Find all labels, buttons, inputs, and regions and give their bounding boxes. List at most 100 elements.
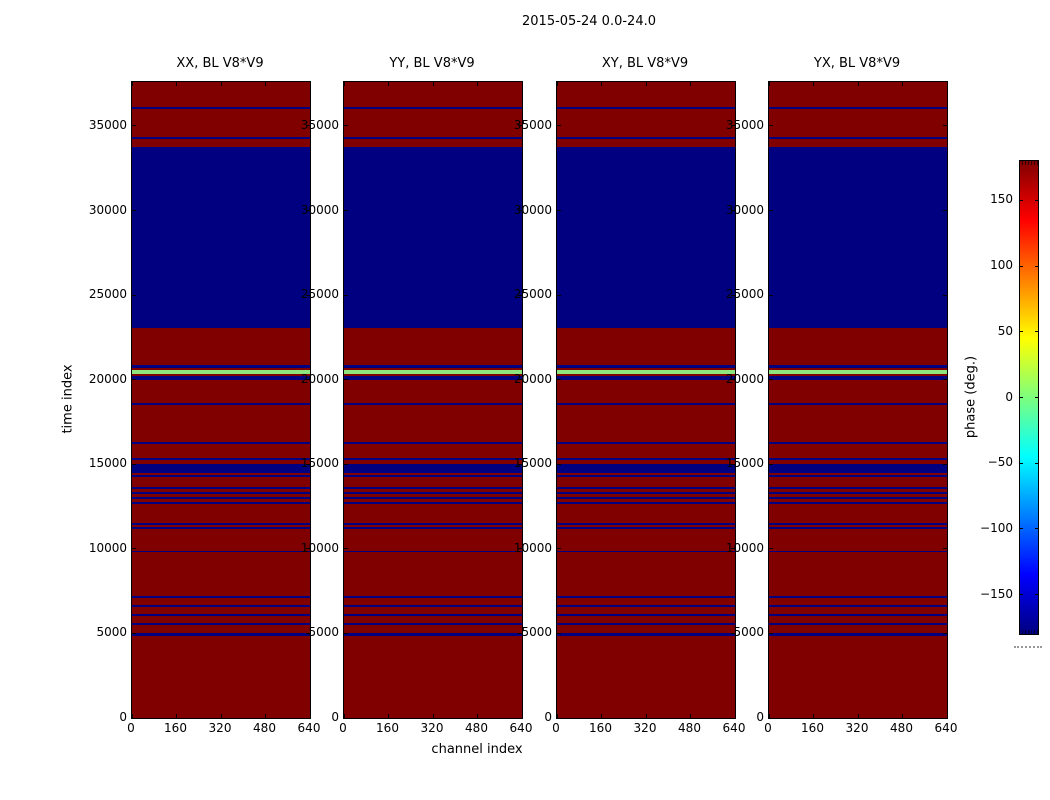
flagged-row-stripe bbox=[132, 491, 310, 494]
y-tickmark bbox=[132, 632, 136, 634]
y-tick-label: 10000 bbox=[88, 540, 127, 555]
y-tick-label: 35000 bbox=[88, 117, 127, 132]
flagged-row-stripe bbox=[769, 486, 947, 489]
y-tickmark bbox=[306, 379, 310, 381]
y-tickmark bbox=[518, 463, 522, 465]
y-tick-label: 0 bbox=[756, 710, 764, 724]
x-tickmark bbox=[601, 82, 602, 86]
colorbar-tickmark bbox=[1020, 199, 1023, 201]
flagged-row-stripe bbox=[769, 365, 947, 368]
flagged-row-stripe bbox=[344, 136, 522, 139]
flagged-row-stripe bbox=[132, 604, 310, 607]
flagged-row-stripe bbox=[344, 106, 522, 110]
flagged-row-stripe bbox=[769, 551, 947, 553]
panel-title-yx: YX, BL V8*V9 bbox=[813, 56, 901, 71]
phase-line-stripe bbox=[344, 370, 522, 375]
y-tickmark bbox=[344, 210, 348, 212]
colorbar bbox=[1019, 160, 1039, 635]
y-tickmark bbox=[943, 125, 947, 127]
y-tickmark bbox=[731, 632, 735, 634]
flagged-row-stripe bbox=[557, 604, 735, 607]
flagged-row-stripe bbox=[557, 458, 735, 460]
y-tickmark bbox=[769, 210, 773, 212]
x-tickmark bbox=[309, 82, 310, 86]
y-tickmark bbox=[306, 548, 310, 550]
y-tickmark bbox=[518, 294, 522, 296]
flagged-row-stripe bbox=[769, 633, 947, 637]
flagged-row-stripe bbox=[344, 523, 522, 526]
x-tickmark bbox=[902, 714, 903, 718]
flagged-row-stripe bbox=[132, 551, 310, 553]
y-tickmark bbox=[557, 632, 561, 634]
y-tickmark bbox=[943, 294, 947, 296]
x-tickmark bbox=[734, 82, 735, 86]
y-tick-label: 15000 bbox=[513, 456, 552, 471]
phase-line-stripe bbox=[769, 370, 947, 375]
colorbar-tickmark bbox=[1020, 331, 1023, 333]
y-tickmark bbox=[731, 125, 735, 127]
y-tick-label: 35000 bbox=[725, 117, 764, 132]
y-tickmark bbox=[769, 548, 773, 550]
x-tickmark bbox=[344, 82, 345, 86]
x-tickmark bbox=[521, 82, 522, 86]
y-tickmark bbox=[306, 717, 310, 718]
heatmap-panel-xx bbox=[131, 81, 311, 719]
y-tickmark bbox=[344, 294, 348, 296]
x-tickmark bbox=[220, 82, 222, 86]
x-tick-label: 640 bbox=[509, 721, 533, 735]
flagged-row-stripe bbox=[344, 623, 522, 626]
y-tick-label: 5000 bbox=[521, 625, 552, 640]
flagged-row-stripe bbox=[132, 474, 310, 477]
colorbar-underflow-dots bbox=[1014, 646, 1042, 648]
y-tickmark bbox=[518, 632, 522, 634]
panel-title-xx: XX, BL V8*V9 bbox=[176, 56, 264, 71]
flagged-row-stripe bbox=[769, 136, 947, 139]
y-tickmark bbox=[943, 632, 947, 634]
y-tickmark bbox=[132, 548, 136, 550]
y-tickmark bbox=[132, 717, 136, 718]
y-tick-label: 20000 bbox=[513, 371, 552, 386]
x-tickmark bbox=[946, 82, 947, 86]
x-tickmark bbox=[690, 82, 691, 86]
colorbar-tick-label: −100 bbox=[980, 520, 1013, 535]
flagged-row-stripe bbox=[344, 527, 522, 530]
y-tickmark bbox=[306, 632, 310, 634]
flagged-row-stripe bbox=[344, 376, 522, 380]
x-tick-label: 0 bbox=[127, 721, 135, 735]
colorbar-tick-label: 50 bbox=[997, 323, 1013, 338]
y-tickmark bbox=[769, 632, 773, 634]
y-tick-label: 15000 bbox=[300, 456, 339, 471]
flagged-row-stripe bbox=[557, 496, 735, 499]
y-tickmark bbox=[557, 548, 561, 550]
flagged-row-stripe bbox=[132, 496, 310, 499]
y-tick-label: 5000 bbox=[308, 625, 339, 640]
flagged-row-stripe bbox=[344, 633, 522, 637]
y-tick-label: 15000 bbox=[725, 456, 764, 471]
y-tickmark bbox=[943, 210, 947, 212]
y-tickmark bbox=[306, 125, 310, 127]
y-tick-label: 5000 bbox=[96, 625, 127, 640]
x-tick-label: 0 bbox=[339, 721, 347, 735]
y-tick-label: 20000 bbox=[300, 371, 339, 386]
y-tickmark bbox=[518, 125, 522, 127]
x-tick-label: 320 bbox=[208, 721, 232, 735]
colorbar-top-hatch-ticks bbox=[1020, 161, 1038, 165]
flagged-row-stripe bbox=[132, 146, 310, 328]
x-tickmark bbox=[769, 714, 770, 718]
flagged-row-stripe bbox=[769, 527, 947, 530]
flagged-row-stripe bbox=[344, 491, 522, 494]
x-tickmark bbox=[432, 714, 434, 718]
y-tickmark bbox=[132, 125, 136, 127]
y-tickmark bbox=[344, 632, 348, 634]
flagged-row-stripe bbox=[344, 604, 522, 607]
flagged-row-stripe bbox=[557, 376, 735, 380]
y-tickmark bbox=[132, 210, 136, 212]
y-tick-label: 25000 bbox=[88, 287, 127, 302]
flagged-row-stripe bbox=[557, 463, 735, 473]
x-tick-label: 0 bbox=[764, 721, 772, 735]
y-tickmark bbox=[557, 463, 561, 465]
flagged-row-stripe bbox=[557, 595, 735, 598]
flagged-row-stripe bbox=[344, 365, 522, 368]
x-tickmark bbox=[857, 82, 859, 86]
x-tick-label: 640 bbox=[722, 721, 746, 735]
